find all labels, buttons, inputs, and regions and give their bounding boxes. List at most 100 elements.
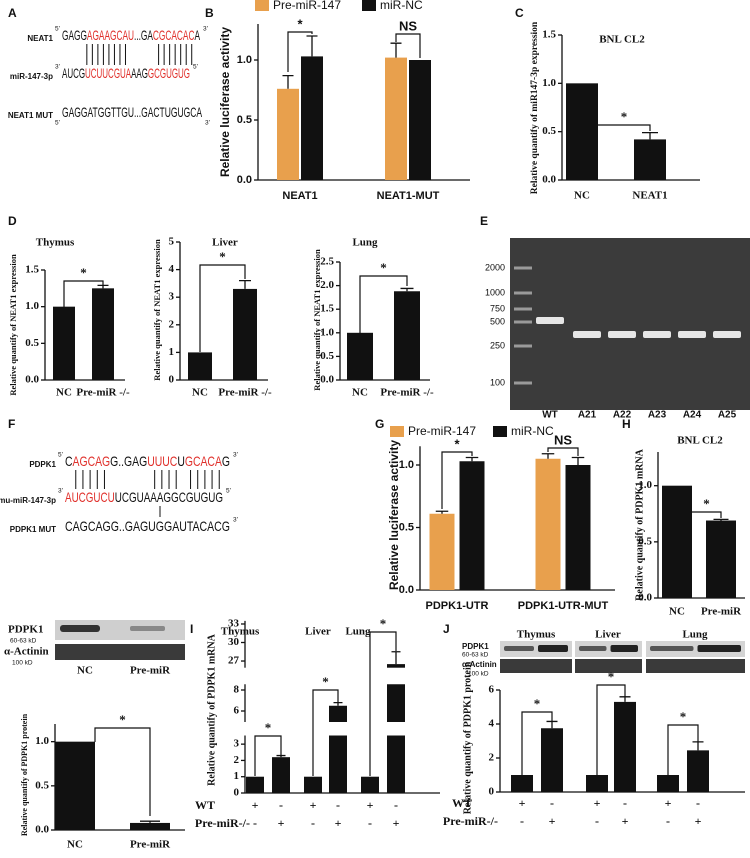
chart: 0.0 0.5 1.0 NC Pre-miR BNL CL2 Relative quanti…: [634, 435, 745, 618]
row-sign: -: [623, 796, 627, 810]
y-tick-label: 0.0: [399, 584, 414, 596]
bar: [566, 83, 598, 180]
y-tick-label: 4: [169, 263, 175, 275]
bar: [188, 352, 212, 380]
y-tick-label: 2: [169, 318, 175, 330]
y-tick-label: 0.5: [320, 350, 334, 362]
blot-band: [500, 659, 572, 673]
significance-bracket: [395, 33, 421, 58]
blot-tissue: Liver: [595, 629, 621, 641]
significance-bracket: [692, 511, 722, 518]
sequence-segment: AGAAGCAU: [87, 27, 134, 43]
strand-end: 3': [205, 120, 210, 127]
significance-label: *: [621, 109, 628, 124]
sequence-segment: UCGUAAAGGCGUGUG: [115, 489, 223, 505]
y-tick-label: 6: [234, 705, 240, 717]
row-sign: -: [520, 814, 524, 828]
error-bar: [546, 720, 558, 729]
lane-label: A25: [718, 410, 737, 421]
gel-band: [713, 331, 741, 338]
lane-label: A21: [578, 410, 597, 421]
significance-label: *: [297, 16, 303, 31]
blot-band: [55, 644, 185, 660]
sequence-segment: GCGUGUG: [148, 65, 190, 81]
blot-band: [575, 659, 642, 673]
error-bar: [465, 456, 479, 462]
blot-label: PDPK1: [8, 624, 43, 636]
bar: [511, 775, 533, 792]
ladder-label: 500: [490, 316, 505, 326]
panel-letter: I: [190, 622, 193, 636]
error-bar: [571, 456, 585, 465]
sequence: AUCGUCUUCGUAAAGGCGUGUG: [65, 489, 223, 505]
panel-letter: D: [8, 214, 17, 228]
blot-lane: NC: [77, 665, 93, 677]
chart-title: BNL CL2: [677, 435, 723, 447]
ladder-label: 100: [490, 377, 505, 387]
bar: [687, 750, 709, 792]
blot-tissue: Lung: [682, 629, 708, 641]
sequence: AUCGUCUUCGUAAAGGCGUGUG: [62, 65, 190, 81]
y-tick-label: 1.5: [25, 264, 39, 276]
sequence: CAGCAGG..GAGUGGAUTACACG: [65, 518, 230, 534]
blot-band: [538, 645, 568, 652]
row-label: WT: [452, 796, 472, 810]
gel-band: [678, 331, 706, 338]
ladder-band: [514, 307, 532, 311]
blot-label: α-Actinin: [4, 646, 49, 658]
x-tick-label: NC: [669, 606, 685, 618]
chart: 0.0 0.5 1.0 1.5 NC NEAT1 BNL CL2 Relative quant…: [530, 21, 700, 202]
y-tick-label: 2.5: [320, 256, 334, 268]
bar: [614, 701, 636, 792]
y-tick-label: 0.0: [35, 824, 49, 836]
bar: [130, 822, 170, 830]
legend-label: miR-NC: [380, 0, 423, 12]
sequence-segment: AAG: [131, 65, 148, 81]
strand-end: 3': [233, 517, 238, 524]
significance-bracket: [667, 724, 699, 775]
sequence-segment: UUUC: [147, 453, 177, 469]
strand-end: 3': [203, 26, 208, 33]
significance-label: *: [454, 436, 460, 451]
x-tick-label: NEAT1: [632, 190, 667, 202]
bar: [662, 485, 692, 598]
significance-label: NS: [399, 18, 417, 33]
row-sign: -: [311, 816, 315, 830]
strand-end: 5': [55, 26, 60, 33]
y-tick-label: 1.5: [320, 303, 334, 315]
row-sign: +: [549, 814, 556, 828]
y-tick-label: 2: [234, 754, 240, 766]
bar: [634, 139, 666, 180]
significance-bracket: [199, 264, 246, 352]
error-bar: [391, 651, 401, 665]
row-label: Pre-miR-/-: [443, 814, 498, 828]
chart: 0.0 0.5 1.0 NC Pre-miR Relative quantify of P…: [20, 712, 185, 851]
row-sign: +: [519, 796, 526, 810]
x-tick-label: NC: [56, 387, 72, 399]
sequence-segment: G: [222, 453, 230, 469]
chart: 0 1 2 3 4 5 NC Pre-miR -/- Liver Relative quantif…: [152, 236, 272, 399]
sequence-segment: CAGCAGG..GAGUGGAUTACACG: [65, 518, 230, 534]
x-tick-label: Pre-miR: [130, 839, 171, 851]
y-tick-label: 5: [169, 236, 175, 248]
panel-letter: F: [8, 417, 15, 431]
lane-label: A23: [648, 410, 667, 421]
blot-label: PDPK1: [462, 642, 489, 651]
error-bar: [97, 284, 109, 289]
ladder-band: [514, 266, 532, 270]
significance-bracket: [596, 684, 626, 775]
blot-band: [650, 646, 694, 651]
y-tick-label: 1: [234, 770, 240, 782]
x-tick-label: PDPK1-UTR-MUT: [518, 600, 609, 612]
sequence-segment: G..GAG: [110, 453, 147, 469]
row-sign: -: [666, 814, 670, 828]
blot-kd: 100 kD: [12, 660, 33, 667]
strand-end: 5': [193, 64, 198, 71]
y-axis-label: Relative quantify of NEAT1 expression: [152, 239, 162, 381]
strand-end: 5': [58, 452, 63, 459]
strand-end: 3': [233, 452, 238, 459]
bar: [429, 513, 455, 590]
blot-tissue: Thymus: [517, 629, 556, 641]
panel-letter: E: [480, 214, 488, 228]
